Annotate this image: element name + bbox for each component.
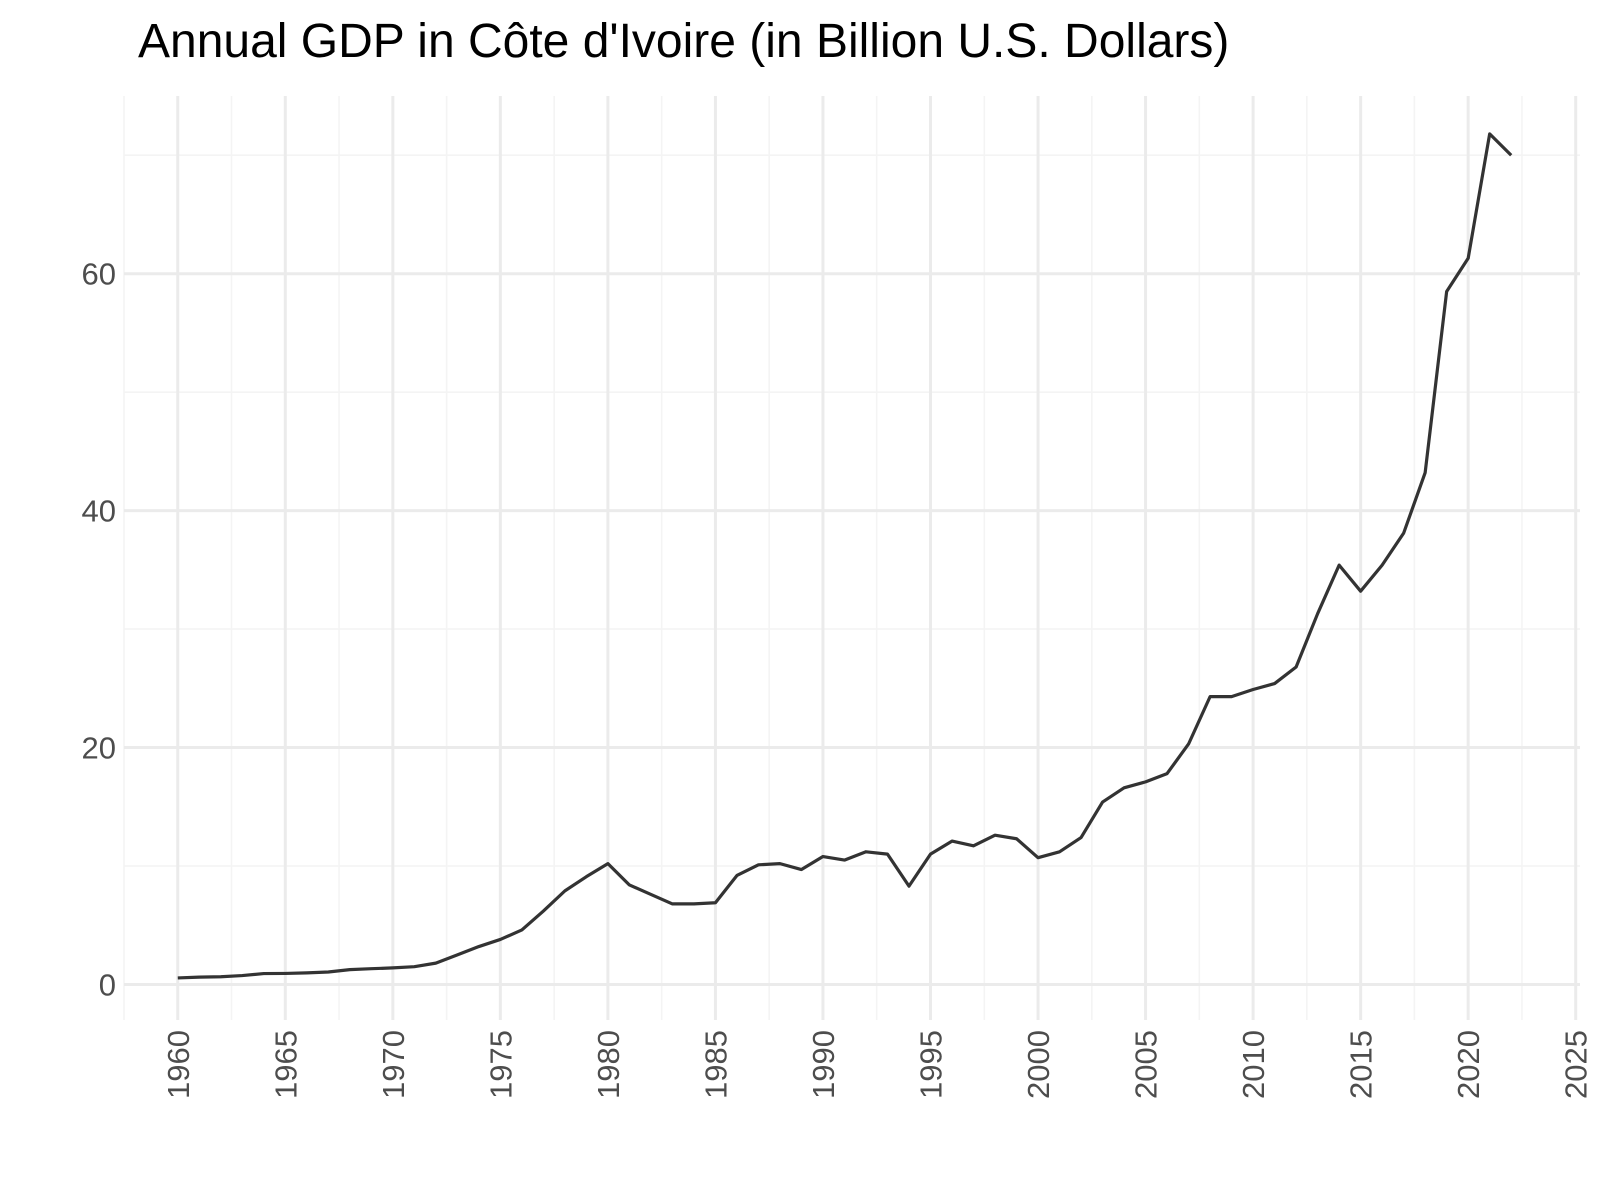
- x-tick-label: 1990: [806, 1030, 841, 1099]
- x-tick-label: 2020: [1451, 1030, 1486, 1099]
- x-tick-label: 1960: [161, 1030, 196, 1099]
- major-gridlines: [124, 96, 1580, 1020]
- y-tick-label: 0: [99, 967, 116, 1002]
- y-tick-label: 60: [82, 257, 116, 292]
- y-axis-tick-labels: 0 20 40 60: [82, 257, 116, 1003]
- minor-gridlines: [123, 96, 1580, 1020]
- x-tick-label: 2015: [1344, 1030, 1379, 1099]
- x-tick-label: 2000: [1021, 1030, 1056, 1099]
- x-tick-label: 1965: [268, 1030, 303, 1099]
- x-tick-label: 2025: [1559, 1030, 1594, 1099]
- chart-title: Annual GDP in Côte d'Ivoire (in Billion …: [138, 15, 1230, 68]
- x-axis-tick-labels: 1960 1965 1970 1975 1980 1985 1990 1995 2000 2005…: [161, 1030, 1594, 1099]
- x-tick-label: 2010: [1236, 1030, 1271, 1099]
- x-tick-label: 1975: [483, 1030, 518, 1099]
- series-line-gdp: [177, 132, 1513, 980]
- data-layer: [177, 132, 1513, 980]
- x-tick-label: 1995: [913, 1030, 948, 1099]
- x-tick-label: 1970: [376, 1030, 411, 1099]
- x-tick-label: 2005: [1129, 1030, 1164, 1099]
- y-tick-label: 40: [82, 494, 116, 529]
- x-tick-label: 1985: [698, 1030, 733, 1099]
- x-tick-label: 1980: [591, 1030, 626, 1099]
- y-tick-label: 20: [82, 731, 116, 766]
